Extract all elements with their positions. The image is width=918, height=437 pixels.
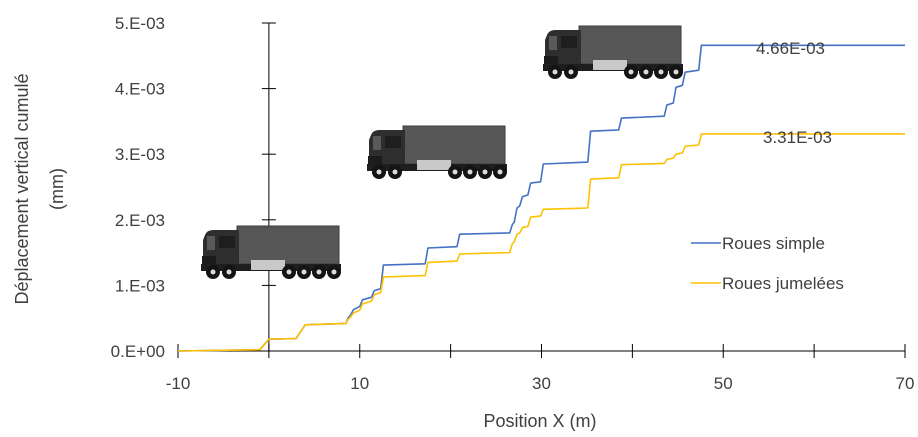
end-label-roues-jumelees: 3.31E-03 (763, 128, 832, 147)
truck-icon-2 (366, 125, 508, 180)
y-tick-label: 3.E-03 (115, 145, 165, 164)
axes-layer: -10 10 30 50 70 0.E+00 1.E-03 2.E-03 3.E-03 4.E-0… (111, 14, 915, 393)
x-tick-label: 70 (896, 374, 915, 393)
x-tick-label: 30 (532, 374, 551, 393)
y-axis-title-line1: Déplacement vertical cumulé (12, 73, 32, 304)
legend: Roues simple Roues jumelées (691, 234, 844, 293)
x-tick-label: 50 (714, 374, 733, 393)
legend-label-roues-simple: Roues simple (722, 234, 825, 253)
truck-icon-3 (542, 25, 684, 80)
y-tick-label: 1.E-03 (115, 276, 165, 295)
series-line-roues-jumelees (177, 133, 905, 352)
x-axis-title: Position X (m) (483, 411, 596, 431)
y-tick-label: 4.E-03 (115, 80, 165, 99)
end-label-roues-simple: 4.66E-03 (756, 39, 825, 58)
legend-label-roues-jumelees: Roues jumelées (722, 274, 844, 293)
truck-icon-1 (200, 225, 342, 280)
y-tick-label: 5.E-03 (115, 14, 165, 33)
series-layer (177, 44, 905, 352)
x-tick-label: -10 (166, 374, 191, 393)
y-axis-title-line2: (mm) (47, 168, 67, 210)
series-line-roues-simple (177, 44, 905, 352)
y-tick-label: 2.E-03 (115, 211, 165, 230)
x-tick-label: 10 (350, 374, 369, 393)
y-tick-label: 0.E+00 (111, 342, 165, 361)
y-axis-title-group: Déplacement vertical cumulé (mm) (12, 73, 67, 304)
